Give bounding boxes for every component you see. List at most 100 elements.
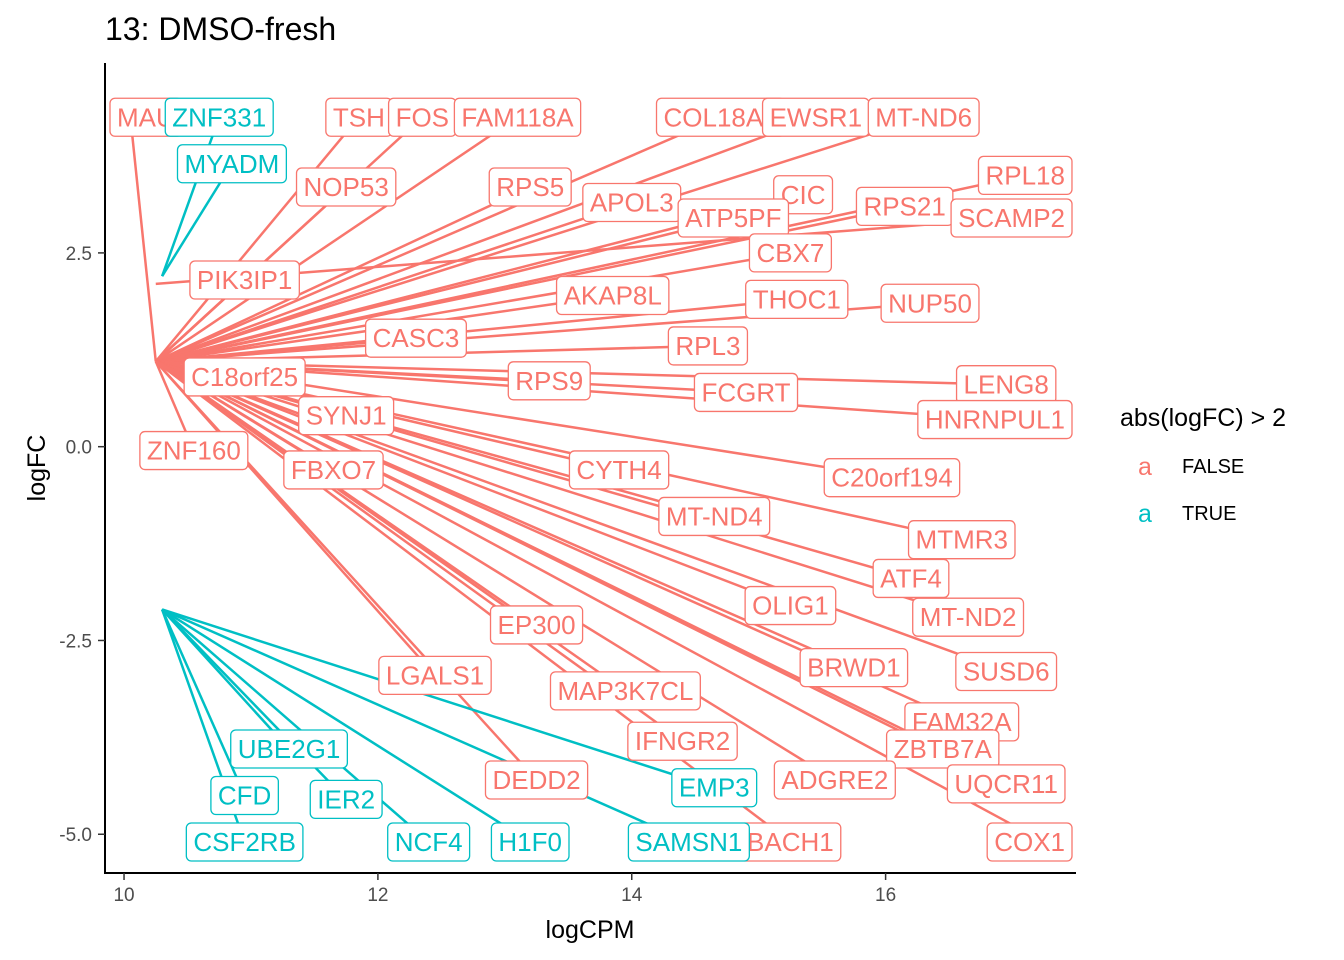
label-box [568, 450, 670, 490]
label-text: IER2 [317, 784, 375, 814]
label-connector [155, 216, 734, 363]
label-connector [155, 360, 969, 619]
label-box [880, 283, 980, 323]
label-box [748, 233, 833, 273]
gene-label: SUSD6 [955, 651, 1058, 692]
label-box [489, 605, 584, 645]
gene-label: EMP3 [671, 768, 758, 808]
label-box [210, 775, 279, 816]
label-text: AKAP8L [564, 281, 662, 311]
label-box [183, 357, 306, 397]
gene-label: UBE2G1 [230, 729, 349, 769]
label-box [677, 198, 790, 238]
label-box [453, 97, 582, 137]
label-connector [155, 360, 912, 580]
legend: abs(logFC) > 2 a FALSE a TRUE [1120, 404, 1286, 528]
gene-label: BRWD1 [799, 647, 909, 688]
label-connector [155, 185, 531, 363]
label-text: RPS5 [496, 172, 564, 202]
y-axis-title: logFC [23, 435, 51, 502]
label-text: NCF4 [395, 827, 463, 857]
gene-label: EP300 [489, 605, 584, 645]
label-box [387, 822, 471, 862]
label-box [549, 671, 701, 711]
label-text: THOC1 [753, 284, 841, 314]
gene-label: SCAMP2 [950, 198, 1073, 238]
gene-label: ZBTB7A [885, 729, 1000, 769]
label-box [185, 822, 304, 862]
label-connector [161, 608, 531, 844]
label-connector [155, 251, 791, 363]
x-axis-title: logCPM [546, 916, 635, 944]
x-tick-label: 12 [367, 885, 388, 906]
label-box [488, 167, 572, 207]
y-tick-label: -5.0 [59, 825, 92, 846]
gene-label: IER2 [309, 779, 383, 820]
label-box [872, 558, 950, 599]
label-text: LENG8 [964, 370, 1049, 400]
label-box [917, 399, 1073, 440]
label-text: ZNF331 [172, 102, 266, 132]
label-text: MTMR3 [916, 525, 1008, 555]
y-tick-label: 2.5 [66, 244, 92, 265]
gene-label: TSH [325, 97, 393, 137]
gene-label: NCF4 [387, 822, 471, 862]
gene-label: UQCR11 [946, 764, 1066, 804]
label-text: IFNGR2 [635, 726, 730, 756]
label-box [977, 155, 1073, 196]
label-box [885, 729, 1000, 769]
gene-label: ZNF331 [164, 97, 274, 137]
label-text: COX1 [994, 827, 1065, 857]
label-box [189, 260, 300, 300]
gene-label: LENG8 [955, 365, 1057, 405]
gene-label: PIK3IP1 [189, 260, 300, 300]
label-box [946, 764, 1066, 804]
label-text: CYTH4 [576, 455, 661, 485]
label-box [950, 198, 1073, 238]
gene-label: ZNF160 [139, 430, 249, 471]
label-connector [161, 608, 715, 789]
label-text: ZNF160 [147, 436, 241, 466]
label-box [490, 822, 570, 862]
gene-label: COX1 [986, 822, 1073, 862]
label-box [744, 585, 837, 626]
label-connector [155, 360, 791, 607]
label-text: ATP5PF [685, 203, 781, 233]
label-connector [155, 360, 1007, 673]
label-text: NOP53 [304, 172, 389, 202]
gene-label: H1F0 [490, 822, 570, 862]
gene-label: CFD [210, 775, 279, 816]
label-text: EMP3 [679, 773, 750, 803]
label-box [799, 647, 909, 688]
gene-label: OLIG1 [744, 585, 837, 626]
legend-label: TRUE [1182, 503, 1236, 525]
label-connector [161, 608, 430, 843]
gene-label: MT-ND2 [912, 597, 1025, 637]
label-text: MT-ND2 [920, 602, 1017, 632]
label-text: FAM118A [461, 102, 574, 132]
gene-label: MAP3K7CL [549, 671, 701, 711]
gene-label: SYNJ1 [298, 396, 395, 436]
label-text: RPS21 [863, 191, 945, 221]
label-box [139, 430, 249, 471]
y-tick-label: -2.5 [59, 631, 92, 652]
label-box [176, 144, 288, 184]
gene-label: CBX7 [748, 233, 833, 273]
gene-label: RPL3 [667, 326, 749, 366]
label-connector [161, 608, 690, 844]
label-box [671, 768, 758, 808]
label-box [298, 396, 395, 436]
gene-label: MYADM [176, 144, 288, 184]
label-box [955, 651, 1058, 692]
label-text: COL18A1 [664, 102, 778, 132]
label-text: UQCR11 [954, 769, 1058, 799]
label-connector [155, 360, 792, 843]
label-box [627, 721, 738, 761]
label-connector [160, 116, 221, 277]
gene-label: CSF2RB [185, 822, 304, 862]
label-text: EP300 [498, 610, 576, 640]
label-text: NUP50 [888, 288, 972, 318]
y-axis-ticks: -5.0 -2.5 0.0 2.5 [59, 244, 105, 846]
